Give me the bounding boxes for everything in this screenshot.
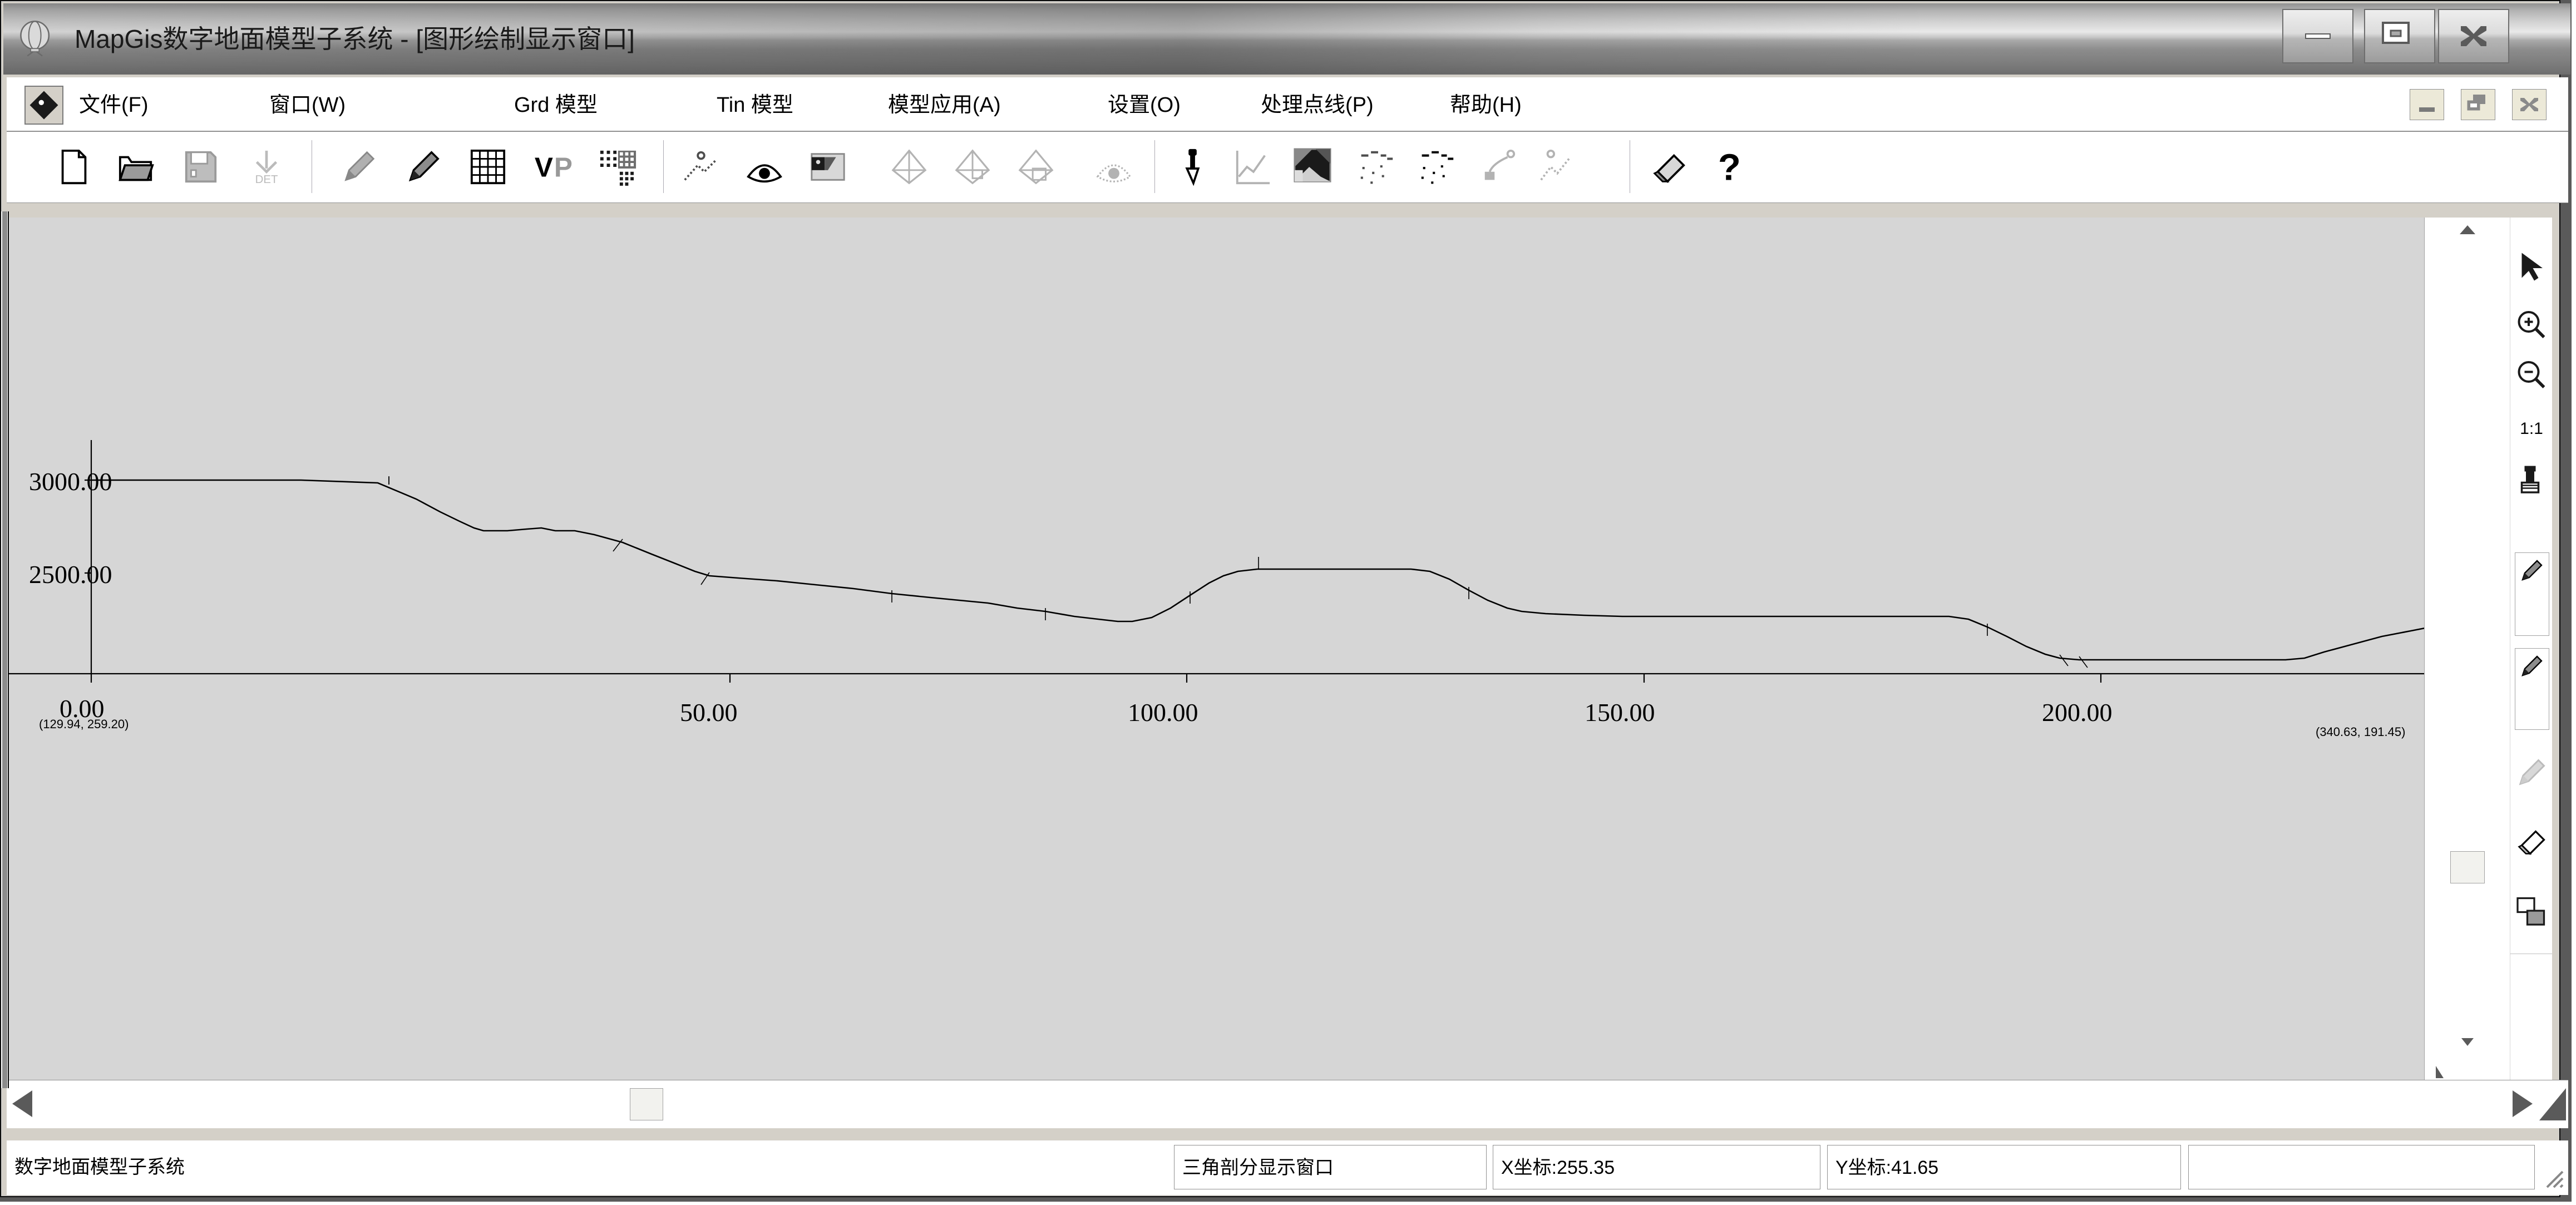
svg-text:2500.00: 2500.00 <box>29 560 112 589</box>
svg-text:P: P <box>554 152 572 183</box>
svg-text:100.00: 100.00 <box>1128 698 1198 727</box>
svg-text:150.00: 150.00 <box>1585 698 1655 727</box>
svg-text:V: V <box>535 152 553 183</box>
svg-text:3000.00: 3000.00 <box>29 467 112 496</box>
svg-text:(129.94, 259.20): (129.94, 259.20) <box>39 717 129 731</box>
svg-text:200.00: 200.00 <box>2042 698 2113 727</box>
svg-text:DET: DET <box>255 174 278 186</box>
svg-text:50.00: 50.00 <box>680 698 738 727</box>
svg-text:?: ? <box>1718 147 1741 186</box>
svg-text:(340.63, 191.45): (340.63, 191.45) <box>2316 725 2405 739</box>
